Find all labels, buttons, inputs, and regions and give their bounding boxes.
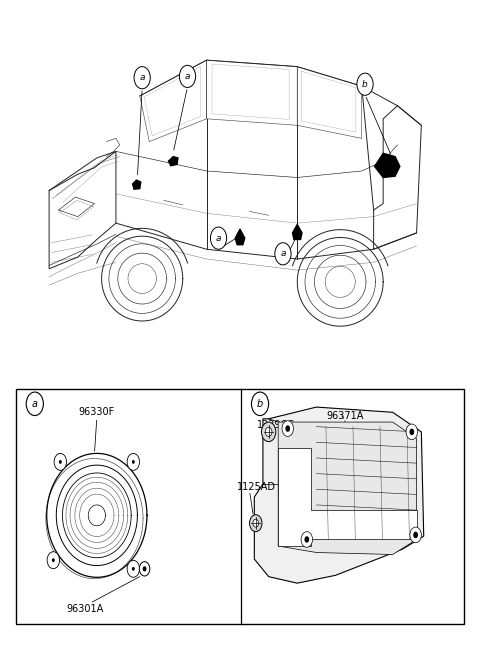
Circle shape — [409, 428, 414, 435]
Circle shape — [265, 427, 272, 436]
Text: a: a — [216, 234, 221, 242]
Circle shape — [180, 66, 196, 88]
Polygon shape — [168, 157, 178, 166]
Text: 96371A: 96371A — [326, 411, 364, 421]
Text: b: b — [362, 80, 368, 88]
Circle shape — [304, 536, 309, 543]
Text: a: a — [280, 250, 286, 258]
Polygon shape — [235, 229, 245, 245]
Circle shape — [52, 558, 55, 562]
Circle shape — [250, 515, 262, 532]
Text: a: a — [139, 73, 145, 82]
Polygon shape — [278, 448, 417, 546]
Circle shape — [410, 527, 421, 543]
Circle shape — [262, 422, 276, 441]
Circle shape — [134, 67, 150, 89]
Circle shape — [59, 460, 62, 464]
Polygon shape — [374, 153, 400, 178]
Circle shape — [285, 425, 290, 432]
Circle shape — [252, 392, 269, 415]
Circle shape — [26, 392, 43, 415]
Polygon shape — [132, 180, 141, 189]
Circle shape — [127, 453, 140, 470]
Circle shape — [143, 566, 146, 571]
Polygon shape — [278, 422, 417, 555]
Circle shape — [127, 560, 140, 577]
Bar — [16, 390, 464, 624]
Circle shape — [413, 532, 418, 538]
Text: a: a — [185, 72, 190, 81]
Text: 1339CC: 1339CC — [257, 421, 295, 430]
Circle shape — [132, 460, 135, 464]
Circle shape — [253, 519, 259, 527]
Circle shape — [275, 243, 291, 265]
Text: 96301A: 96301A — [66, 605, 104, 614]
Circle shape — [301, 532, 312, 548]
Text: b: b — [257, 399, 263, 409]
Circle shape — [406, 424, 418, 440]
Circle shape — [139, 561, 150, 576]
Circle shape — [357, 73, 373, 96]
Text: a: a — [32, 399, 38, 409]
Polygon shape — [254, 407, 424, 583]
Text: 1125AD: 1125AD — [237, 482, 276, 493]
Circle shape — [210, 227, 227, 250]
Circle shape — [47, 552, 60, 569]
Circle shape — [54, 453, 67, 470]
Polygon shape — [292, 225, 302, 240]
Text: 96330F: 96330F — [79, 407, 115, 417]
Circle shape — [132, 567, 135, 571]
Circle shape — [282, 421, 293, 436]
